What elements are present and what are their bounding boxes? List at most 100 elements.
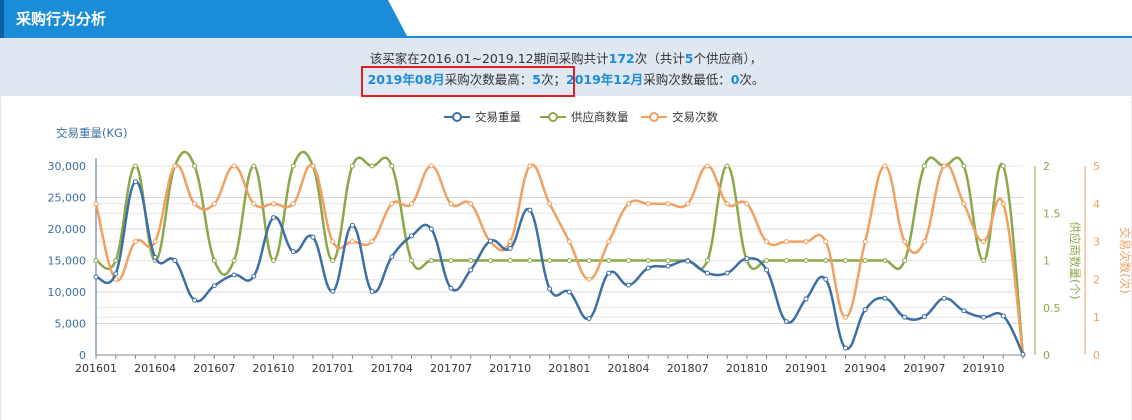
legend-marker[interactable] xyxy=(452,112,462,122)
data-point[interactable] xyxy=(921,163,927,169)
data-point[interactable] xyxy=(527,258,533,263)
data-point[interactable] xyxy=(764,239,770,245)
data-point[interactable] xyxy=(172,163,178,169)
data-point[interactable] xyxy=(882,163,888,169)
data-point[interactable] xyxy=(507,258,513,263)
data-point[interactable] xyxy=(626,258,632,263)
data-point[interactable] xyxy=(626,201,632,207)
data-point[interactable] xyxy=(783,258,789,263)
data-point[interactable] xyxy=(468,201,474,207)
data-point[interactable] xyxy=(527,163,533,169)
data-point[interactable] xyxy=(93,258,99,263)
data-point[interactable] xyxy=(665,263,671,269)
data-point[interactable] xyxy=(330,288,336,294)
data-point[interactable] xyxy=(507,246,513,252)
data-point[interactable] xyxy=(566,258,572,263)
data-point[interactable] xyxy=(251,273,257,279)
data-point[interactable] xyxy=(1000,201,1006,207)
data-point[interactable] xyxy=(902,314,908,320)
data-point[interactable] xyxy=(428,226,434,232)
data-point[interactable] xyxy=(231,272,237,278)
data-point[interactable] xyxy=(842,258,848,263)
data-point[interactable] xyxy=(192,297,198,303)
data-point[interactable] xyxy=(349,239,355,245)
data-point[interactable] xyxy=(1000,163,1006,169)
data-point[interactable] xyxy=(132,239,138,245)
data-point[interactable] xyxy=(251,163,257,169)
data-point[interactable] xyxy=(645,201,651,207)
data-point[interactable] xyxy=(271,258,277,263)
data-point[interactable] xyxy=(764,258,770,263)
data-point[interactable] xyxy=(803,258,809,263)
data-point[interactable] xyxy=(487,258,493,263)
data-point[interactable] xyxy=(290,163,296,169)
data-point[interactable] xyxy=(389,201,395,207)
data-point[interactable] xyxy=(606,258,612,263)
data-point[interactable] xyxy=(566,289,572,295)
data-point[interactable] xyxy=(981,314,987,320)
data-point[interactable] xyxy=(211,201,217,207)
data-point[interactable] xyxy=(586,276,592,282)
data-point[interactable] xyxy=(685,258,691,264)
data-point[interactable] xyxy=(1000,313,1006,319)
data-point[interactable] xyxy=(941,295,947,301)
data-point[interactable] xyxy=(921,314,927,320)
data-point[interactable] xyxy=(882,258,888,263)
data-point[interactable] xyxy=(941,163,947,169)
data-point[interactable] xyxy=(704,258,710,263)
data-point[interactable] xyxy=(468,258,474,263)
data-point[interactable] xyxy=(409,233,415,239)
data-point[interactable] xyxy=(1020,351,1026,357)
data-point[interactable] xyxy=(902,239,908,245)
data-point[interactable] xyxy=(448,258,454,263)
data-point[interactable] xyxy=(330,239,336,245)
data-point[interactable] xyxy=(803,239,809,245)
data-point[interactable] xyxy=(132,179,138,185)
data-point[interactable] xyxy=(251,201,257,207)
data-point[interactable] xyxy=(842,345,848,351)
data-point[interactable] xyxy=(783,319,789,325)
data-point[interactable] xyxy=(152,239,158,245)
data-point[interactable] xyxy=(724,163,730,169)
data-point[interactable] xyxy=(803,296,809,302)
data-point[interactable] xyxy=(882,295,888,301)
data-point[interactable] xyxy=(113,271,119,277)
legend-marker[interactable] xyxy=(649,112,659,122)
data-point[interactable] xyxy=(665,201,671,207)
data-point[interactable] xyxy=(290,249,296,255)
data-point[interactable] xyxy=(961,308,967,314)
data-point[interactable] xyxy=(310,234,316,240)
data-point[interactable] xyxy=(271,201,277,207)
data-point[interactable] xyxy=(231,258,237,263)
data-point[interactable] xyxy=(113,258,119,263)
data-point[interactable] xyxy=(448,201,454,207)
data-point[interactable] xyxy=(152,254,158,260)
data-point[interactable] xyxy=(468,267,474,273)
data-point[interactable] xyxy=(409,201,415,207)
data-point[interactable] xyxy=(704,270,710,276)
data-point[interactable] xyxy=(566,239,572,245)
data-point[interactable] xyxy=(192,201,198,207)
data-point[interactable] xyxy=(428,258,434,263)
data-point[interactable] xyxy=(645,265,651,271)
data-point[interactable] xyxy=(704,163,710,169)
data-point[interactable] xyxy=(685,201,691,207)
data-point[interactable] xyxy=(132,163,138,169)
data-point[interactable] xyxy=(369,239,375,245)
data-point[interactable] xyxy=(823,239,829,245)
data-point[interactable] xyxy=(586,258,592,263)
data-point[interactable] xyxy=(547,201,553,207)
data-point[interactable] xyxy=(961,163,967,169)
data-point[interactable] xyxy=(842,314,848,320)
data-point[interactable] xyxy=(172,258,178,263)
data-point[interactable] xyxy=(290,201,296,207)
data-point[interactable] xyxy=(487,238,493,244)
data-point[interactable] xyxy=(211,283,217,289)
data-point[interactable] xyxy=(93,201,99,207)
data-point[interactable] xyxy=(547,258,553,263)
data-point[interactable] xyxy=(862,307,868,313)
data-point[interactable] xyxy=(902,258,908,263)
data-point[interactable] xyxy=(369,288,375,294)
data-point[interactable] xyxy=(606,270,612,276)
data-point[interactable] xyxy=(448,285,454,291)
